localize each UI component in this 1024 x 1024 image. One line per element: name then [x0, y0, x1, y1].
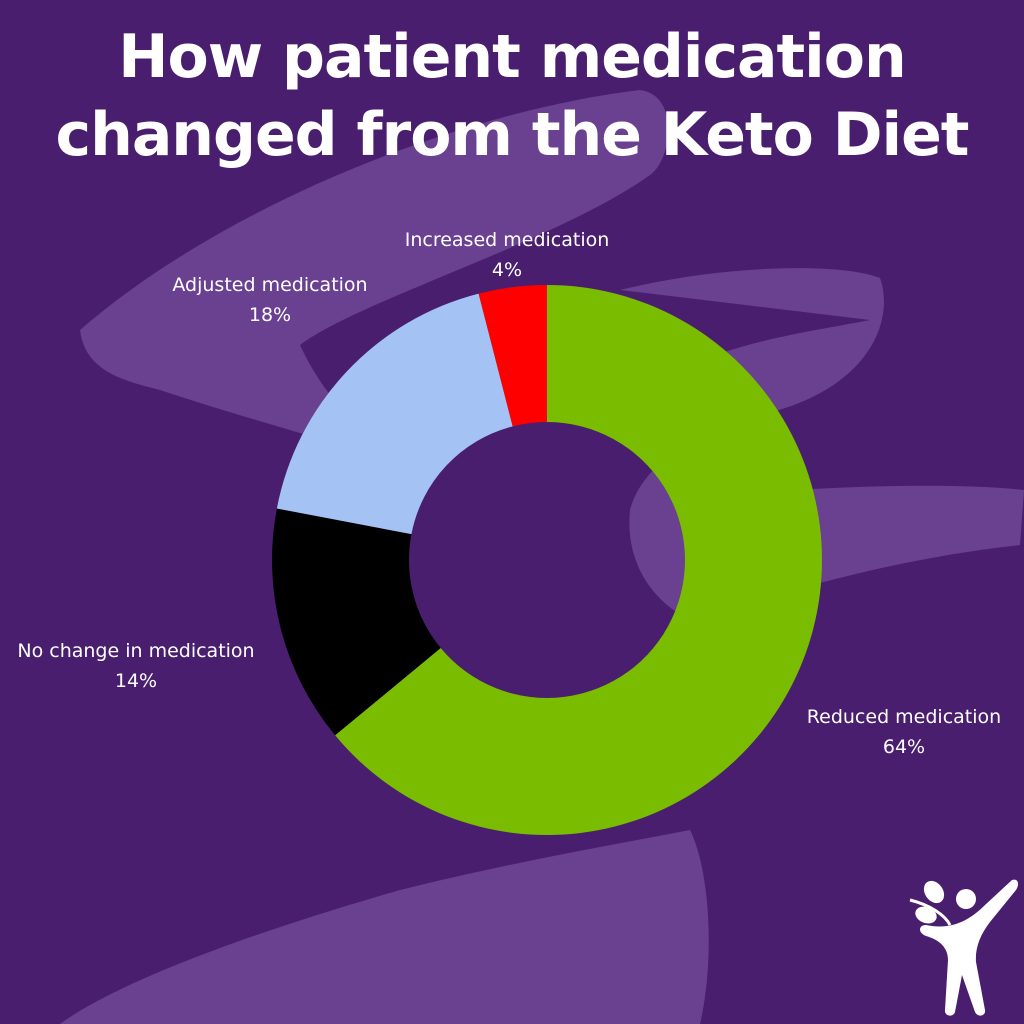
slice-label-increased: Increased medication 4% [387, 225, 627, 285]
slice-label-reduced-name: Reduced medication [806, 706, 1002, 728]
donut-slice-increased [478, 285, 547, 427]
slice-label-adjusted: Adjusted medication 18% [150, 270, 390, 330]
slice-label-no-change-value: 14% [114, 670, 158, 692]
brush-stroke-bottom [60, 830, 709, 1024]
slice-label-no-change: No change in medication 14% [0, 636, 272, 696]
logo-stem [909, 898, 952, 926]
chart-title-line-1: How patient medication [118, 22, 906, 92]
slice-label-reduced: Reduced medication 64% [788, 702, 1020, 762]
logo-body [920, 879, 1019, 1016]
donut-slice-adjusted [276, 293, 513, 535]
donut-chart [272, 285, 822, 835]
chart-title: How patient medication changed from the … [0, 18, 1024, 174]
slice-label-adjusted-name: Adjusted medication [172, 274, 368, 296]
slice-label-increased-name: Increased medication [404, 229, 610, 251]
brush-stroke-top [80, 90, 669, 470]
slice-label-increased-value: 4% [491, 259, 523, 281]
donut-slice-reduced [335, 285, 822, 835]
person-with-leaves-logo [909, 879, 1019, 1016]
slice-label-adjusted-value: 18% [248, 304, 292, 326]
logo-leaf-2 [915, 906, 937, 924]
chart-title-line-2: changed from the Keto Diet [55, 100, 970, 170]
logo-leaf-1 [923, 880, 945, 904]
logo-head [956, 889, 976, 909]
donut-slice-no-change [272, 508, 441, 736]
slice-label-no-change-name: No change in medication [17, 640, 255, 662]
slice-label-reduced-value: 64% [882, 736, 926, 758]
